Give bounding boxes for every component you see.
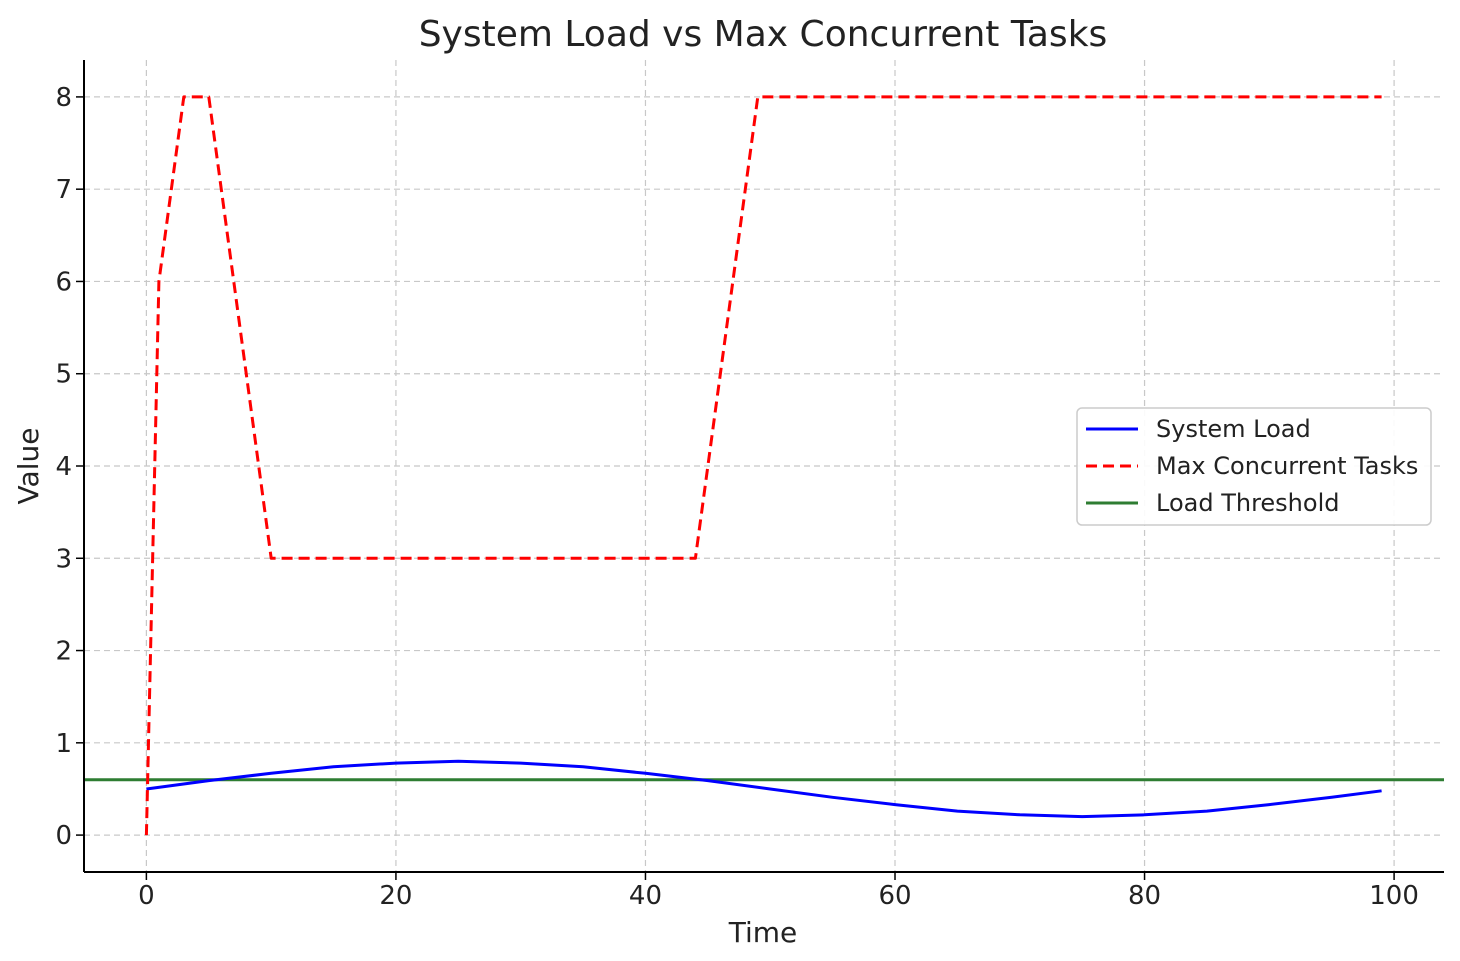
legend-box bbox=[1076, 407, 1432, 526]
x-tick-label: 80 bbox=[1128, 881, 1161, 911]
y-tick-label: 5 bbox=[55, 360, 72, 390]
grid bbox=[84, 60, 1444, 872]
legend-label: System Load bbox=[1156, 415, 1311, 443]
x-tick-label: 100 bbox=[1369, 881, 1419, 911]
y-tick-label: 0 bbox=[55, 821, 72, 851]
y-axis-label: Value bbox=[12, 428, 45, 505]
y-tick-label: 7 bbox=[55, 175, 72, 205]
legend: System Load Max Concurrent Tasks Load Thre… bbox=[1076, 407, 1432, 526]
y-tick-label: 1 bbox=[55, 729, 72, 759]
x-tick-label: 0 bbox=[138, 881, 155, 911]
y-tick-label: 3 bbox=[55, 544, 72, 574]
x-tick-label: 20 bbox=[379, 881, 412, 911]
tick-labels: 0 20 40 60 80 100 0 1 2 3 4 5 6 7 8 bbox=[55, 83, 1418, 911]
y-tick-label: 2 bbox=[55, 637, 72, 667]
x-tick-label: 60 bbox=[878, 881, 911, 911]
chart-title: System Load vs Max Concurrent Tasks bbox=[419, 14, 1108, 55]
y-tick-label: 8 bbox=[55, 83, 72, 113]
y-tick-label: 6 bbox=[55, 267, 72, 297]
x-tick-label: 40 bbox=[629, 881, 662, 911]
series-line-1 bbox=[144, 95, 1382, 836]
y-tick-label: 4 bbox=[55, 452, 72, 482]
x-axis-label: Time bbox=[728, 916, 798, 949]
legend-label: Max Concurrent Tasks bbox=[1156, 452, 1418, 480]
series-lines bbox=[84, 95, 1444, 836]
legend-label: Load Threshold bbox=[1156, 489, 1339, 517]
series-line-0 bbox=[146, 759, 1382, 819]
